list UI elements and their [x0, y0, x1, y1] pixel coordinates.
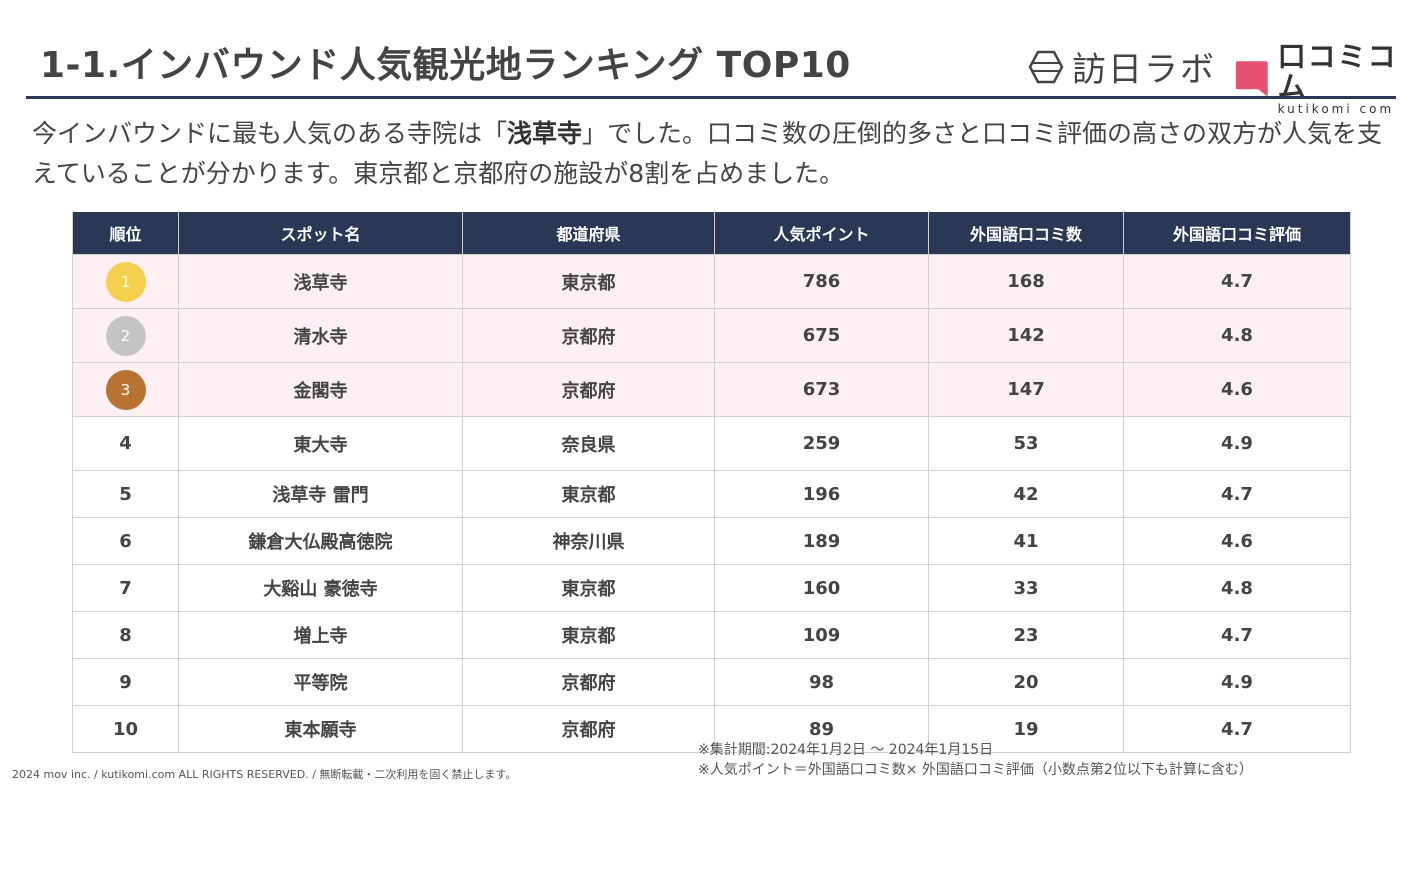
- review-rating-cell: 4.8: [1123, 564, 1351, 612]
- points-cell: 259: [714, 416, 929, 471]
- header-review-rating: 外国語口コミ評価: [1123, 212, 1351, 255]
- lead-text-part2: 」でした。口コミ数の圧倒的多さと口コミ評価の高さの双方が人気を支えていることが分…: [32, 119, 1383, 188]
- rank-cell: 10: [72, 705, 179, 753]
- review-rating-cell: 4.9: [1123, 658, 1351, 706]
- spot-cell: 浅草寺: [178, 254, 463, 309]
- points-cell: 673: [714, 362, 929, 417]
- prefecture-cell: 東京都: [462, 564, 715, 612]
- review-count-cell: 23: [928, 611, 1124, 659]
- table-row: 3 金閣寺 京都府 673 147 4.6: [72, 362, 1351, 417]
- lead-paragraph: 今インバウンドに最も人気のある寺院は「浅草寺」でした。口コミ数の圧倒的多さと口コ…: [32, 114, 1392, 194]
- prefecture-cell: 京都府: [462, 362, 715, 417]
- spot-cell: 清水寺: [178, 308, 463, 363]
- kutikomi-logo-text: 口コミコム: [1277, 40, 1398, 103]
- kutikomi-logo: 口コミコム kutikomi com: [1234, 42, 1418, 116]
- prefecture-cell: 京都府: [462, 705, 715, 753]
- review-rating-cell: 4.9: [1123, 416, 1351, 471]
- points-cell: 196: [714, 470, 929, 518]
- review-count-cell: 168: [928, 254, 1124, 309]
- points-cell: 160: [714, 564, 929, 612]
- points-cell: 98: [714, 658, 929, 706]
- rank-cell: 2: [72, 308, 179, 363]
- spot-cell: 平等院: [178, 658, 463, 706]
- prefecture-cell: 東京都: [462, 470, 715, 518]
- silver-medal-badge: 2: [105, 315, 146, 356]
- bronze-medal-badge: 3: [105, 369, 146, 410]
- review-count-cell: 142: [928, 308, 1124, 363]
- review-count-cell: 19: [928, 705, 1124, 753]
- gold-medal-badge: 1: [105, 261, 146, 302]
- lead-text-part1: 今インバウンドに最も人気のある寺院は「: [32, 119, 508, 148]
- review-count-cell: 147: [928, 362, 1124, 417]
- prefecture-cell: 奈良県: [462, 416, 715, 471]
- table-row: 1 浅草寺 東京都 786 168 4.7: [72, 254, 1351, 309]
- table-row: 7 大谿山 豪徳寺 東京都 160 33 4.8: [72, 564, 1351, 612]
- header-spot: スポット名: [178, 212, 463, 255]
- points-cell: 189: [714, 517, 929, 565]
- points-cell: 109: [714, 611, 929, 659]
- points-cell: 89: [714, 705, 929, 753]
- table-row: 10 東本願寺 京都府 89 19 4.7: [72, 705, 1351, 753]
- prefecture-cell: 東京都: [462, 254, 715, 309]
- rank-cell: 6: [72, 517, 179, 565]
- rank-cell: 4: [72, 416, 179, 471]
- table-row: 5 浅草寺 雷門 東京都 196 42 4.7: [72, 470, 1351, 518]
- footnotes: ※集計期間:2024年1月2日 ～ 2024年1月15日 ※人気ポイント＝外国語…: [698, 740, 1253, 780]
- prefecture-cell: 京都府: [462, 658, 715, 706]
- header-prefecture: 都道府県: [462, 212, 715, 255]
- table-row: 4 東大寺 奈良県 259 53 4.9: [72, 416, 1351, 471]
- page-title: 1-1.インバウンド人気観光地ランキング TOP10: [40, 45, 851, 86]
- points-cell: 675: [714, 308, 929, 363]
- spot-cell: 金閣寺: [178, 362, 463, 417]
- review-rating-cell: 4.7: [1123, 254, 1351, 309]
- prefecture-cell: 神奈川県: [462, 517, 715, 565]
- review-rating-cell: 4.6: [1123, 362, 1351, 417]
- lead-highlight: 浅草寺: [507, 119, 583, 148]
- spot-cell: 大谿山 豪徳寺: [178, 564, 463, 612]
- review-count-cell: 41: [928, 517, 1124, 565]
- review-rating-cell: 4.7: [1123, 705, 1351, 753]
- table-header-row: 順位 スポット名 都道府県 人気ポイント 外国語口コミ数 外国語口コミ評価: [72, 212, 1351, 255]
- rank-cell: 9: [72, 658, 179, 706]
- hexagon-logo-icon: [1028, 50, 1064, 83]
- spot-cell: 東大寺: [178, 416, 463, 471]
- review-count-cell: 20: [928, 658, 1124, 706]
- kutikomi-logo-domain: kutikomi com: [1277, 102, 1395, 116]
- speech-bubble-logo-icon: [1235, 61, 1268, 97]
- table-row: 2 清水寺 京都府 675 142 4.8: [72, 308, 1351, 363]
- rank-cell: 7: [72, 564, 179, 612]
- review-rating-cell: 4.6: [1123, 517, 1351, 565]
- table-row: 8 増上寺 東京都 109 23 4.7: [72, 611, 1351, 659]
- prefecture-cell: 東京都: [462, 611, 715, 659]
- header-rank: 順位: [72, 212, 179, 255]
- header-points: 人気ポイント: [714, 212, 929, 255]
- review-rating-cell: 4.7: [1123, 470, 1351, 518]
- table-row: 6 鎌倉大仏殿高徳院 神奈川県 189 41 4.6: [72, 517, 1351, 565]
- houbichi-labo-logo: 訪日ラボ: [1028, 42, 1216, 91]
- rank-cell: 5: [72, 470, 179, 518]
- houbichi-labo-logo-text: 訪日ラボ: [1072, 50, 1216, 90]
- spot-cell: 増上寺: [178, 611, 463, 659]
- header-review-count: 外国語口コミ数: [928, 212, 1124, 255]
- note-formula: ※人気ポイント＝外国語口コミ数× 外国語口コミ評価（小数点第2位以下も計算に含む…: [698, 762, 1253, 778]
- spot-cell: 鎌倉大仏殿高徳院: [178, 517, 463, 565]
- review-count-cell: 53: [928, 416, 1124, 471]
- note-period: ※集計期間:2024年1月2日 ～ 2024年1月15日: [698, 742, 994, 758]
- ranking-table: 順位 スポット名 都道府県 人気ポイント 外国語口コミ数 外国語口コミ評価 1 …: [72, 212, 1351, 753]
- spot-cell: 東本願寺: [178, 705, 463, 753]
- rank-cell: 8: [72, 611, 179, 659]
- review-count-cell: 33: [928, 564, 1124, 612]
- review-rating-cell: 4.7: [1123, 611, 1351, 659]
- rank-cell: 3: [72, 362, 179, 417]
- rank-cell: 1: [72, 254, 179, 309]
- review-count-cell: 42: [928, 470, 1124, 518]
- copyright-text: 2024 mov inc. / kutikomi.com ALL RIGHTS …: [12, 768, 517, 781]
- title-divider: [26, 96, 1396, 99]
- points-cell: 786: [714, 254, 929, 309]
- prefecture-cell: 京都府: [462, 308, 715, 363]
- table-row: 9 平等院 京都府 98 20 4.9: [72, 658, 1351, 706]
- review-rating-cell: 4.8: [1123, 308, 1351, 363]
- spot-cell: 浅草寺 雷門: [178, 470, 463, 518]
